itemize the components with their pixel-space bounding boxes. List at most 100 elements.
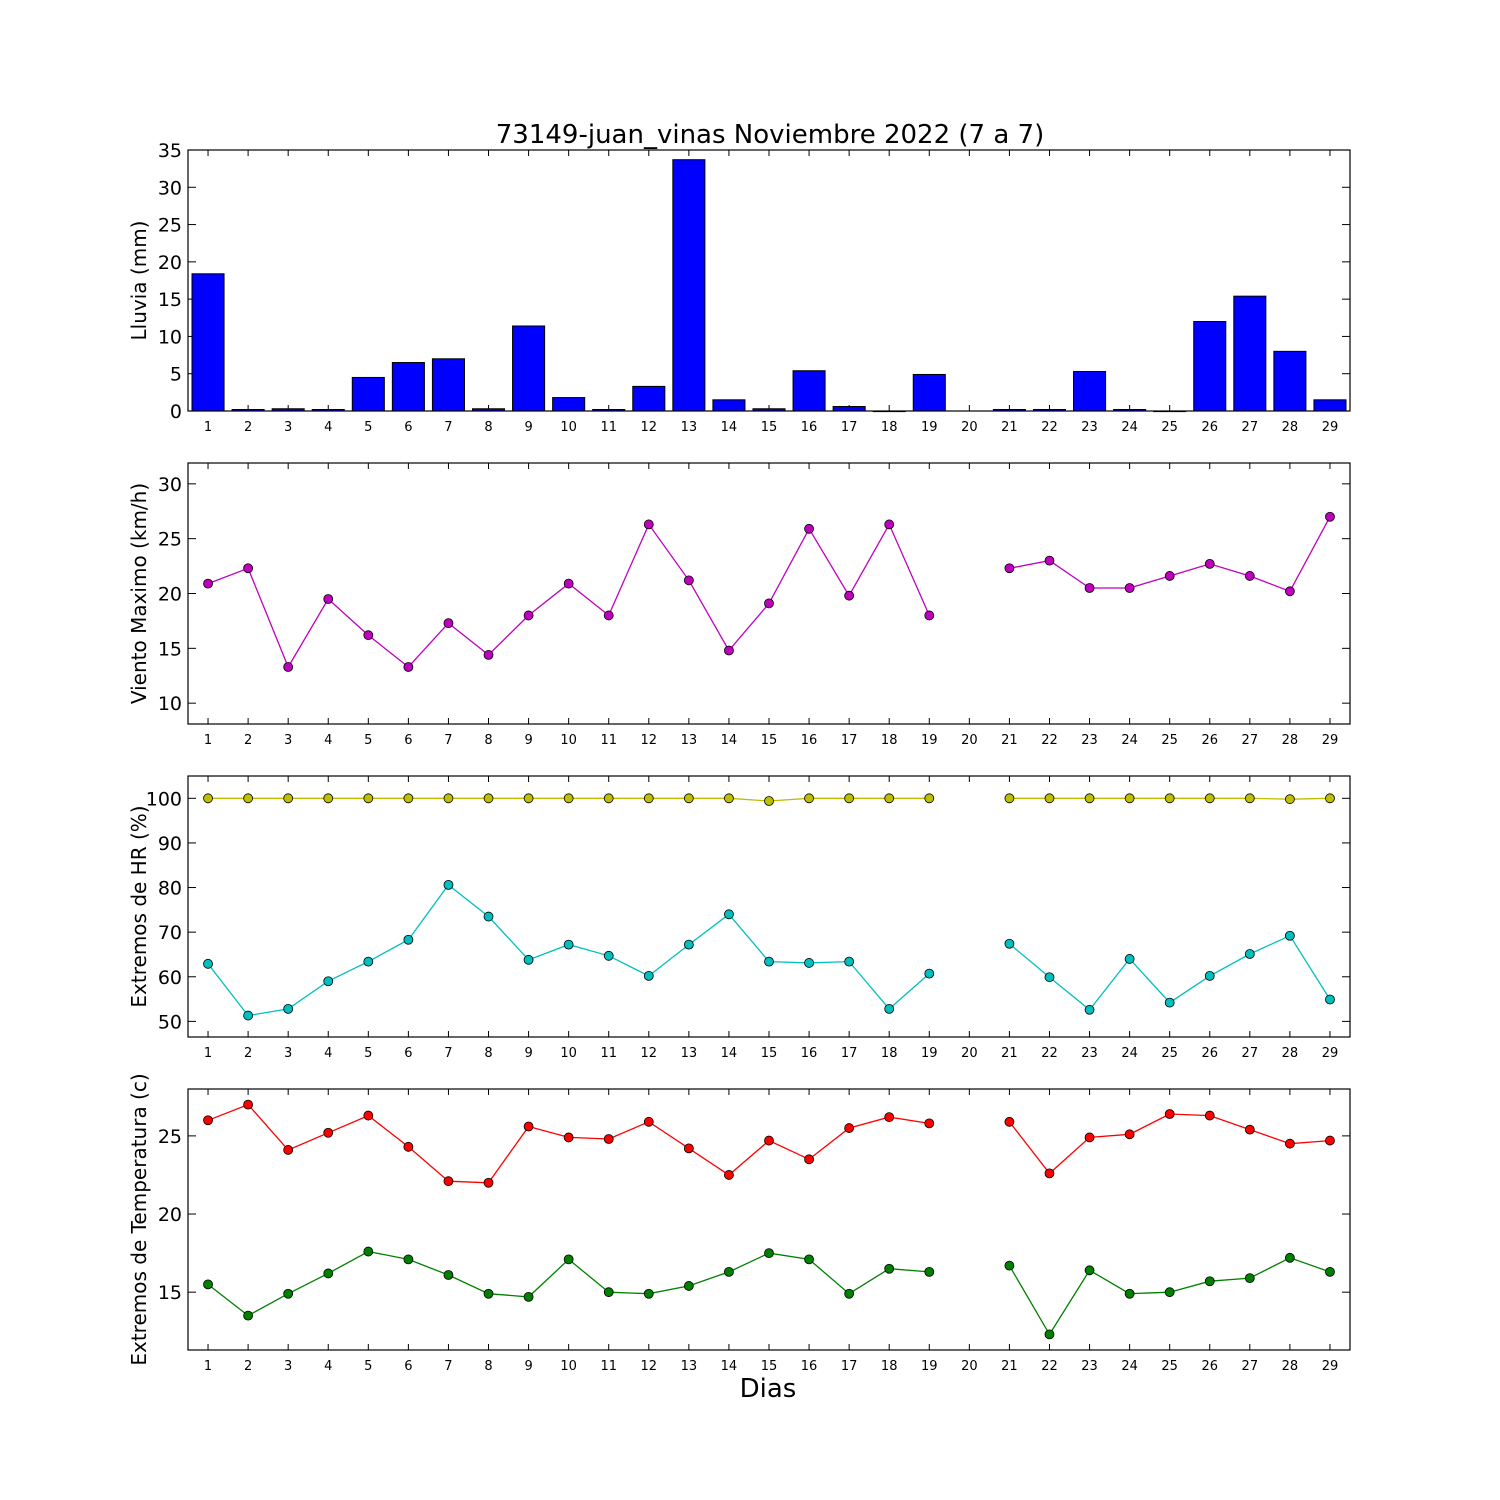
series-point-hr_min (363, 956, 374, 967)
series-point-temp_max (483, 1177, 494, 1188)
series-point-temp_max (1244, 1124, 1255, 1135)
series-point-wind (1044, 555, 1055, 566)
x-tick-label: 24 (1121, 420, 1138, 435)
y-axis-label: Viento Maximo (km/h) (127, 483, 151, 704)
x-tick-label: 2 (244, 1359, 252, 1374)
series-point-hr_max (1164, 793, 1175, 804)
x-tick-label: 8 (484, 1359, 492, 1374)
rain-bar (632, 385, 666, 412)
series-point-hr_min (523, 954, 534, 965)
y-axis-label: Extremos de Temperatura (c) (127, 1073, 151, 1365)
series-point-hr_min (283, 1003, 294, 1014)
x-tick-label: 2 (244, 733, 252, 748)
series-point-temp_max (884, 1112, 895, 1123)
y-tick-label: 90 (158, 833, 182, 855)
series-line-wind (207, 522, 930, 669)
x-tick-label: 23 (1081, 733, 1098, 748)
x-tick-label: 3 (284, 1359, 292, 1374)
x-tick-label: 29 (1322, 733, 1339, 748)
series-point-temp_max (523, 1121, 534, 1132)
x-tick-label: 15 (761, 420, 778, 435)
plot-frame (187, 149, 1351, 412)
series-point-temp_min (523, 1291, 534, 1302)
series-line-temp_max (1008, 1113, 1331, 1175)
x-tick-label: 26 (1201, 1359, 1218, 1374)
x-tick-label: 7 (444, 1046, 452, 1061)
series-point-wind (363, 630, 374, 641)
series-point-hr_min (1284, 930, 1295, 941)
series-point-hr_min (643, 970, 654, 981)
x-tick-label: 22 (1041, 733, 1058, 748)
x-tick-label: 5 (364, 733, 372, 748)
series-line-hr_min (207, 883, 930, 1017)
series-point-wind (643, 519, 654, 530)
y-tick-label: 15 (158, 1282, 182, 1304)
y-tick-label: 15 (158, 638, 182, 660)
series-point-temp_min (363, 1246, 374, 1257)
y-tick-label: 50 (158, 1011, 182, 1033)
series-point-temp_min (724, 1266, 734, 1277)
x-tick-label: 22 (1041, 1359, 1058, 1374)
x-tick-label: 3 (284, 1046, 292, 1061)
x-tick-label: 14 (721, 1359, 738, 1374)
series-point-hr_max (243, 793, 254, 804)
x-tick-label: 23 (1081, 420, 1098, 435)
series-point-temp_max (844, 1123, 855, 1133)
series-point-temp_min (1004, 1260, 1015, 1271)
series-point-temp_min (1284, 1252, 1295, 1263)
x-tick-label: 13 (681, 1359, 698, 1374)
series-point-temp_max (363, 1110, 374, 1121)
series-point-wind (1325, 511, 1335, 522)
x-tick-label: 16 (801, 1046, 818, 1061)
series-point-temp_min (243, 1310, 254, 1321)
x-tick-label: 21 (1001, 1359, 1018, 1374)
x-tick-label: 1 (204, 420, 212, 435)
x-tick-label: 21 (1001, 733, 1018, 748)
x-tick-label: 1 (204, 1046, 212, 1061)
series-point-hr_max (523, 793, 534, 804)
x-tick-label: 23 (1081, 1046, 1098, 1061)
series-point-temp_min (643, 1288, 654, 1299)
series-point-hr_max (203, 793, 213, 804)
series-point-wind (1284, 586, 1295, 597)
series-point-temp_max (603, 1134, 614, 1144)
x-tick-label: 6 (404, 733, 412, 748)
series-point-temp_min (764, 1248, 774, 1259)
series-point-temp_min (1084, 1265, 1095, 1276)
x-tick-label: 11 (600, 420, 617, 435)
series-point-wind (203, 578, 213, 589)
x-tick-label: 13 (681, 1046, 698, 1061)
series-point-hr_max (1044, 793, 1055, 804)
series-point-temp_min (603, 1287, 614, 1298)
series-point-temp_max (1284, 1138, 1295, 1149)
rain-bar (792, 370, 826, 412)
series-point-temp_max (403, 1141, 414, 1152)
x-tick-label: 29 (1322, 1359, 1339, 1374)
plot-frame (187, 1088, 1351, 1351)
x-tick-label: 9 (524, 733, 532, 748)
series-point-temp_min (323, 1268, 334, 1279)
series-point-temp_max (804, 1154, 814, 1165)
series-point-hr_max (643, 793, 654, 804)
series-point-wind (884, 519, 895, 530)
x-tick-label: 17 (841, 1046, 858, 1061)
series-point-hr_max (1004, 793, 1015, 804)
series-point-hr_max (603, 793, 614, 804)
series-point-temp_max (283, 1145, 294, 1155)
series-point-temp_min (804, 1254, 814, 1265)
series-point-temp_min (924, 1266, 935, 1277)
y-tick-label: 25 (158, 1126, 182, 1148)
x-tick-label: 4 (324, 1359, 332, 1374)
series-point-hr_max (804, 793, 814, 804)
series-point-hr_min (1124, 954, 1135, 964)
series-point-temp_max (643, 1116, 654, 1127)
series-point-wind (924, 610, 935, 621)
series-point-wind (1164, 571, 1175, 581)
x-tick-label: 1 (204, 1359, 212, 1374)
series-point-wind (323, 594, 334, 604)
series-point-temp_max (1004, 1116, 1015, 1127)
x-tick-label: 29 (1322, 420, 1339, 435)
y-tick-label: 20 (158, 252, 182, 274)
x-tick-label: 24 (1121, 1359, 1138, 1374)
x-tick-label: 19 (921, 1359, 938, 1374)
